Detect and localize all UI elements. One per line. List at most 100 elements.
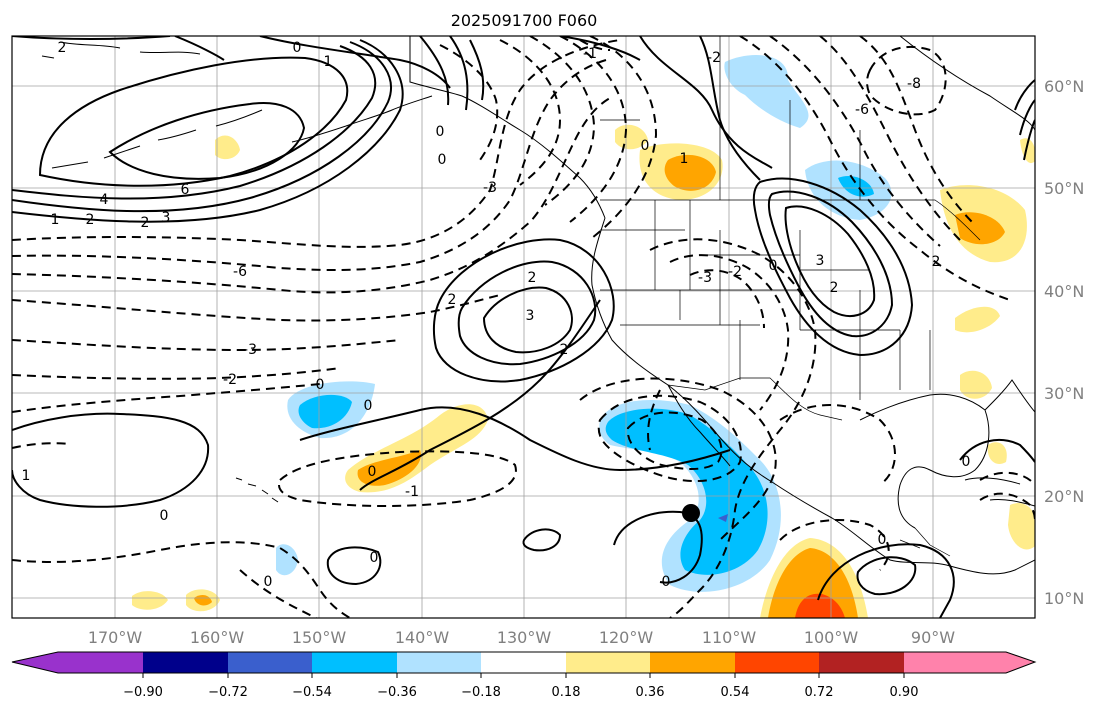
contour-line: [432, 238, 615, 383]
colorbar-segment: [566, 652, 650, 673]
colorbar-extend-max: [1006, 652, 1035, 673]
contour-line: [739, 36, 1011, 301]
colorbar-segment: [228, 652, 312, 673]
colorbar-tick-label: 0.36: [636, 685, 665, 700]
contour-line: [259, 36, 451, 89]
contour-label: 2: [830, 280, 839, 296]
shade-negative-region: [724, 55, 809, 128]
contour-label: 2: [932, 254, 941, 270]
coastline-north-america: [591, 217, 1035, 575]
contour-line: [784, 205, 876, 317]
shade-positive-region: [132, 591, 168, 610]
shade-negative-region: [838, 175, 874, 197]
contour-label: -1: [405, 484, 419, 500]
lat-label: 30°N: [1044, 384, 1084, 403]
lon-label: 120°W: [599, 628, 654, 647]
contour-line: [12, 412, 210, 508]
latitude-labels: 60°N 50°N 40°N 30°N 20°N 10°N: [1044, 77, 1084, 608]
coastline-baja: [667, 384, 731, 467]
contour-line: [669, 254, 790, 411]
shade-positive-region: [194, 594, 212, 606]
contour-label: 1: [51, 212, 60, 228]
contour-line: [626, 411, 723, 470]
coastline-gulf: [859, 393, 990, 529]
shade-positive-region: [955, 212, 1005, 245]
contour-label: -8: [907, 76, 921, 92]
contour-line: [866, 45, 947, 116]
contour-line: [12, 45, 377, 200]
coastline-aleutians: [51, 109, 263, 169]
contour-line: [589, 36, 658, 239]
colorbar-segment: [735, 652, 819, 673]
lon-label: 130°W: [497, 628, 552, 647]
lat-label: 50°N: [1044, 179, 1084, 198]
lon-label: 150°W: [292, 628, 347, 647]
contour-label: 2: [86, 212, 95, 228]
contour-line: [779, 404, 896, 486]
contour-line: [12, 339, 401, 352]
contour-label: 2: [560, 342, 569, 358]
colorbar-segment: [58, 652, 143, 673]
contour-line: [326, 546, 382, 586]
contour-label: -2: [707, 50, 721, 66]
contour-line: [12, 97, 611, 294]
contours-dashed: [12, 36, 1035, 618]
lat-label: 60°N: [1044, 77, 1084, 96]
figure-title: 2025091700 F060: [451, 11, 598, 30]
contour-label: -1: [583, 46, 597, 62]
colorbar-tick-label: −0.36: [377, 685, 417, 700]
colorbar-tick-label: −0.90: [123, 685, 163, 700]
contour-line: [499, 39, 562, 186]
border-states: [600, 200, 931, 400]
contour-line: [12, 541, 351, 618]
colorbar-segment: [904, 652, 1006, 673]
contour-label: 0: [962, 454, 971, 470]
lon-label: 170°W: [88, 628, 143, 647]
contour-line: [529, 36, 596, 206]
contour-line: [689, 269, 765, 329]
map-background: [12, 36, 1035, 618]
contour-line: [559, 36, 628, 223]
contour-line: [859, 36, 976, 226]
contour-label: 0: [641, 138, 650, 154]
colorbar-segment: [819, 652, 904, 673]
contour-label: 0: [662, 574, 671, 590]
contour-label: 0: [364, 398, 373, 414]
contour-line: [856, 556, 917, 596]
contour-label: 0: [370, 550, 379, 566]
longitude-labels: 170°W 160°W 150°W 140°W 130°W 120°W 110°…: [88, 628, 955, 647]
colorbar-tick-label: 0.54: [721, 685, 750, 700]
contour-line: [779, 519, 890, 571]
contour-line: [38, 56, 349, 187]
contour-line: [699, 36, 761, 181]
contour-label: 6: [181, 182, 190, 198]
map-panel: 0 1 2 4 6 1 2 2 3 0 0 -3 -1 -6 -3 -2 0 0…: [11, 35, 1036, 619]
coastline-caribbean: [964, 477, 1035, 507]
contour-line: [12, 41, 392, 213]
contour-line: [522, 528, 562, 552]
contour-line: [439, 44, 499, 161]
contour-labels: 0 1 2 4 6 1 2 2 3 0 0 -3 -1 -6 -3 -2 0 0…: [22, 40, 971, 590]
coastline-florida: [984, 379, 1035, 413]
contour-line: [299, 406, 731, 472]
shade-positive-region: [768, 548, 858, 618]
contour-line: [482, 286, 573, 354]
contour-line: [239, 569, 317, 618]
shade-positive-region: [795, 593, 845, 618]
contour-label: -3: [698, 270, 712, 286]
colorbar-segment: [397, 652, 481, 673]
storm-center-marker: [682, 504, 700, 522]
border-us-mexico: [667, 377, 843, 421]
shade-negative-region: [276, 544, 298, 576]
colorbar-segment: [312, 652, 397, 673]
contour-line: [649, 238, 817, 618]
contour-line: [817, 543, 955, 618]
colorbar-tick-label: 0.18: [552, 685, 581, 700]
coastlines: [41, 36, 1035, 575]
coastline-alaska-peninsula: [291, 95, 433, 143]
lat-label: 40°N: [1044, 282, 1084, 301]
contour-label: 3: [816, 253, 825, 269]
contour-line: [12, 59, 607, 271]
contour-label: 0: [769, 258, 778, 274]
